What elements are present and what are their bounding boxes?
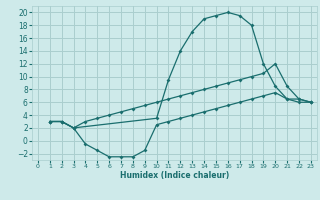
X-axis label: Humidex (Indice chaleur): Humidex (Indice chaleur) [120, 171, 229, 180]
